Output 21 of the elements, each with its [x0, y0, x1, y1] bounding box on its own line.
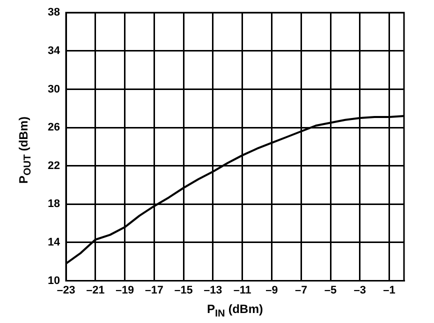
y-tick-label: 26 [48, 122, 60, 134]
x-tick-label: –9 [266, 284, 278, 296]
x-tick-label: –15 [174, 284, 193, 296]
x-tick-label: –23 [56, 284, 76, 296]
y-tick-label: 34 [48, 44, 61, 57]
x-tick-label: –17 [144, 284, 164, 296]
x-tick-label: –7 [295, 284, 308, 296]
x-tick-label: –1 [383, 284, 396, 296]
y-tick-label: 30 [48, 83, 60, 96]
y-tick-label: 22 [48, 160, 60, 172]
y-tick-label: 18 [48, 198, 60, 210]
x-tick-label: –5 [324, 284, 337, 296]
x-tick-label: –19 [116, 284, 134, 296]
x-axis-title: P$_{IN}$ (dBm) [206, 302, 264, 320]
x-tick-label: –11 [233, 284, 252, 296]
y-tick-label: 38 [48, 6, 60, 19]
y-tick-label: 14 [48, 236, 61, 249]
y-tick-label: 10 [48, 274, 60, 287]
x-tick-label: –3 [354, 284, 366, 296]
x-tick-label: –21 [86, 284, 105, 296]
x-tick-label: –13 [204, 284, 222, 296]
